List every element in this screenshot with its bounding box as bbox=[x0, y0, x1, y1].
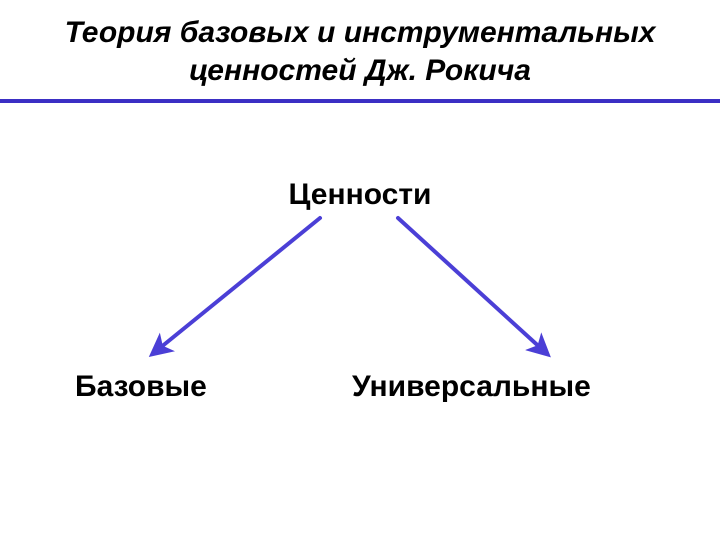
arrow-right bbox=[398, 218, 545, 352]
title-underline bbox=[0, 99, 720, 103]
diagram-leaf-right: Универсальные bbox=[352, 370, 591, 404]
diagram-leaf-left: Базовые bbox=[75, 370, 207, 404]
arrow-left bbox=[155, 218, 320, 352]
slide-title: Теория базовых и инструментальных ценнос… bbox=[0, 0, 720, 99]
diagram-root-node: Ценности bbox=[270, 178, 450, 212]
